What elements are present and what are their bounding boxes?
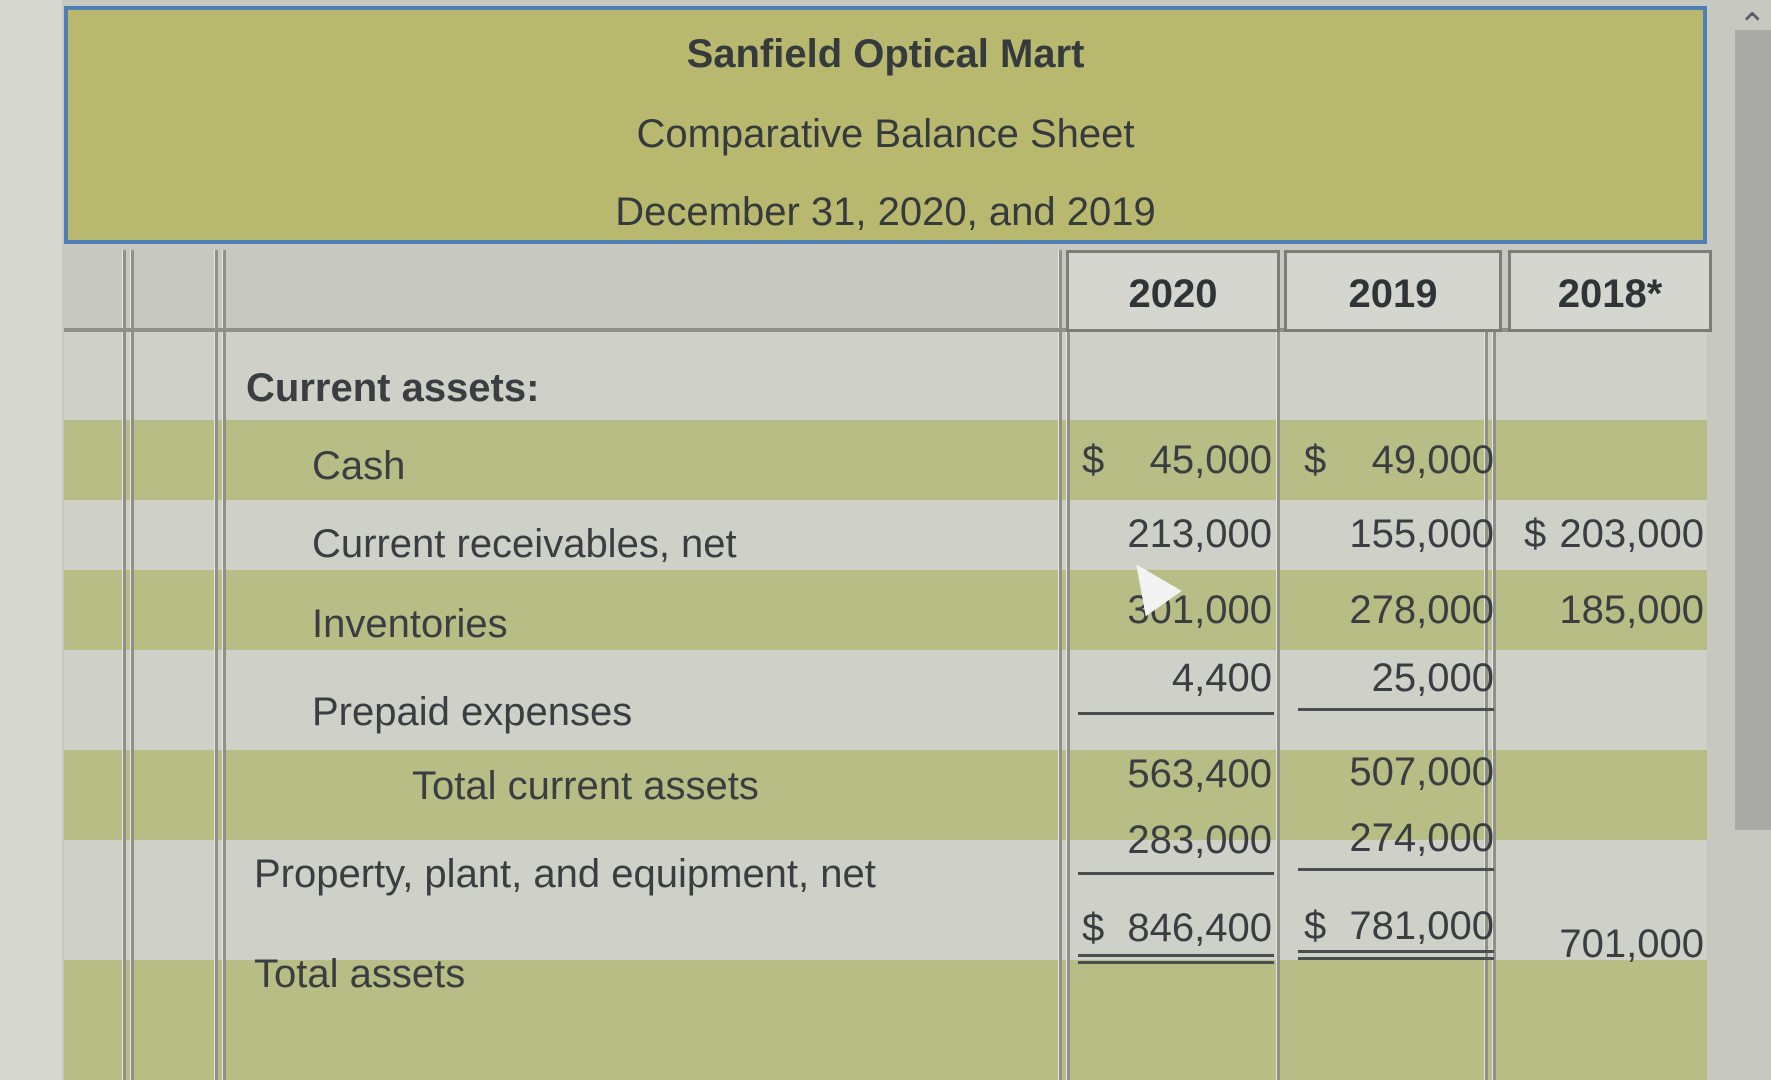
currency-symbol: $	[1524, 512, 1547, 556]
column-header-2018-box	[1508, 250, 1712, 332]
column-header-2020: 2020	[1128, 272, 1218, 316]
row-label-cash: Cash	[312, 444, 406, 488]
value-2020: 213,000	[1127, 512, 1272, 556]
value-2019: 274,000	[1349, 816, 1494, 860]
row-label-total-assets: Total assets	[254, 952, 466, 996]
value-2018: 701,000	[1559, 922, 1704, 966]
column-header-2018: 2018*	[1557, 272, 1663, 316]
subtotal-rule	[1078, 712, 1274, 715]
balance-sheet-table	[64, 250, 1707, 1080]
value-2019: 49,000	[1371, 438, 1494, 482]
left-margin	[0, 0, 62, 1080]
value-2020: 301,000	[1127, 588, 1272, 632]
value-2020: 563,400	[1127, 752, 1272, 796]
subtotal-rule	[1078, 872, 1274, 875]
value-2019: 507,000	[1349, 750, 1494, 794]
column-header-2019: 2019	[1348, 272, 1438, 316]
value-2020: 4,400	[1171, 656, 1272, 700]
total-double-rule	[1078, 954, 1274, 964]
row-label-receivables: Current receivables, net	[312, 522, 737, 566]
currency-symbol: $	[1304, 904, 1327, 948]
value-2020: 45,000	[1149, 438, 1272, 482]
currency-symbol: $	[1082, 438, 1105, 482]
column-header-2020-box	[1066, 250, 1280, 332]
value-2018: 185,000	[1559, 588, 1704, 632]
row-label-inventories: Inventories	[312, 602, 508, 646]
currency-symbol: $	[1082, 906, 1105, 950]
row-label-total-current-assets: Total current assets	[412, 764, 759, 808]
currency-symbol: $	[1304, 438, 1327, 482]
statement-date: December 31, 2020, and 2019	[615, 190, 1156, 234]
value-2020: 846,400	[1127, 906, 1272, 950]
section-current-assets: Current assets:	[246, 366, 540, 410]
subtotal-rule	[1298, 868, 1494, 871]
total-double-rule	[1298, 950, 1494, 960]
vertical-scrollbar[interactable]	[1735, 30, 1771, 830]
value-2018: 203,000	[1559, 512, 1704, 556]
value-2019: 278,000	[1349, 588, 1494, 632]
row-label-prepaid: Prepaid expenses	[312, 690, 633, 734]
statement-title: Comparative Balance Sheet	[636, 112, 1135, 156]
row-label-ppe: Property, plant, and equipment, net	[254, 852, 876, 896]
subtotal-rule	[1298, 708, 1494, 711]
value-2019: 25,000	[1371, 656, 1494, 700]
company-name: Sanfield Optical Mart	[686, 32, 1085, 76]
value-2020: 283,000	[1127, 818, 1272, 862]
value-2019: 155,000	[1349, 512, 1494, 556]
value-2019: 781,000	[1349, 904, 1494, 948]
statement-header: Sanfield Optical Mart Comparative Balanc…	[64, 6, 1707, 244]
column-header-2019-box	[1284, 250, 1502, 332]
